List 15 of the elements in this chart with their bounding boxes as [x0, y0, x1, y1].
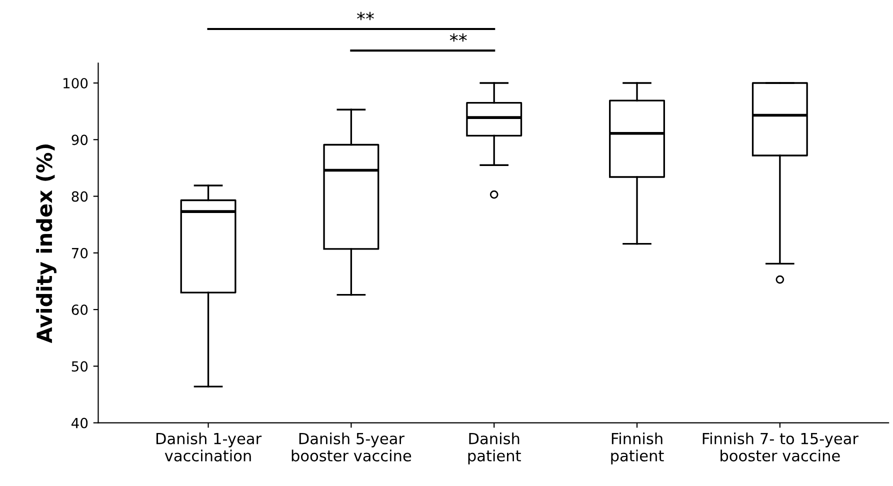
y-tick-label: 80 [72, 191, 88, 202]
y-tick-label: 100 [64, 78, 88, 88]
x-tick-label: Danish 1-year vaccination [156, 432, 262, 462]
text: ** [450, 33, 467, 42]
y-tick-label: 90 [72, 134, 88, 146]
y-tick-label: 60 [72, 304, 88, 316]
y-tick-label: 40 [72, 418, 88, 428]
y-tick-label: 50 [72, 361, 88, 372]
x-tick-label: Danish patient [468, 432, 521, 464]
y-axis-title: Avidity index (%) [36, 144, 56, 344]
text: ** [356, 12, 374, 20]
x-tick-label: Danish 5-year booster vaccine [292, 432, 412, 462]
y-tick-label: 70 [72, 248, 88, 258]
x-tick-label: Finnish 7- to 15-year booster vaccine [702, 432, 858, 462]
x-tick-label: Finnish patient [611, 432, 664, 464]
